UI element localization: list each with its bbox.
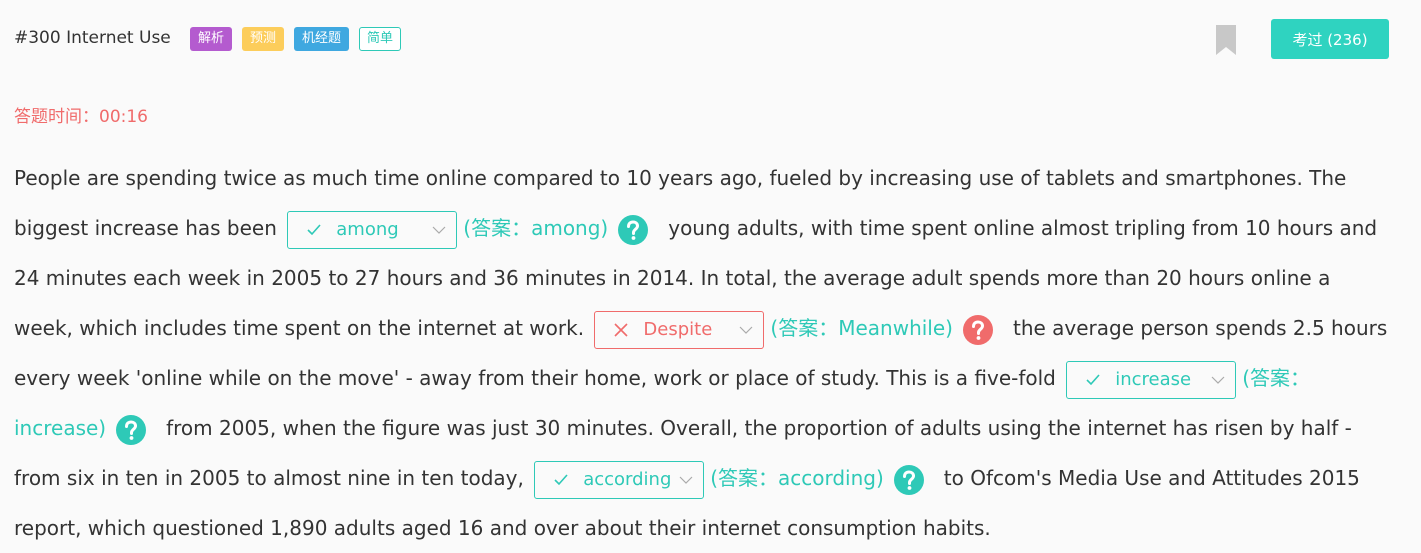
help-icon[interactable] bbox=[893, 464, 924, 495]
answer-label: (答案：Meanwhile) bbox=[770, 316, 953, 340]
answer-dropdown[interactable]: increase bbox=[1066, 360, 1237, 399]
tag[interactable]: 机经题 bbox=[294, 27, 350, 51]
answer-label: (答案：according) bbox=[710, 466, 884, 490]
selected-word: Despite bbox=[643, 318, 713, 340]
answer-label: (答案：increase) bbox=[14, 366, 1311, 440]
tag-list: 解析 预测 机经题 简单 bbox=[190, 27, 402, 51]
check-icon bbox=[1086, 373, 1100, 385]
answer-dropdown[interactable]: according bbox=[534, 460, 705, 499]
chevron-icon bbox=[739, 326, 753, 334]
chevron-icon bbox=[1211, 376, 1225, 384]
selected-word: according bbox=[583, 468, 672, 490]
timer: 答题时间：00:16 bbox=[14, 107, 148, 127]
help-icon[interactable] bbox=[962, 314, 993, 345]
answer-dropdown[interactable]: Despite bbox=[594, 310, 765, 349]
tag[interactable]: 简单 bbox=[359, 27, 402, 51]
selected-word: increase bbox=[1115, 368, 1192, 390]
passage-text: young adults, with time spent online alm… bbox=[14, 216, 1378, 340]
check-icon bbox=[307, 223, 321, 235]
chevron-icon bbox=[432, 226, 446, 234]
passage: People are spending twice as much time o… bbox=[14, 153, 1394, 553]
selected-word: among bbox=[336, 218, 399, 240]
passed-button[interactable]: 考过 (236) bbox=[1271, 19, 1389, 59]
passage-text: to Ofcom's Media Use and Attitudes 2015 … bbox=[14, 466, 1360, 540]
answer-dropdown[interactable]: among bbox=[287, 210, 458, 249]
answer-label: (答案：among) bbox=[463, 216, 609, 240]
help-icon[interactable] bbox=[116, 414, 147, 445]
cross-icon bbox=[614, 322, 628, 337]
tag[interactable]: 解析 bbox=[190, 27, 233, 51]
bookmark-icon[interactable] bbox=[1216, 25, 1236, 55]
passage-text: the average person spends 2.5 hours ever… bbox=[14, 316, 1388, 390]
tag[interactable]: 预测 bbox=[242, 27, 285, 51]
chevron-icon bbox=[679, 476, 693, 484]
help-icon[interactable] bbox=[618, 214, 649, 245]
passage-text: from 2005, when the figure was just 30 m… bbox=[14, 416, 1352, 490]
check-icon bbox=[554, 473, 568, 485]
title: #300 Internet Use bbox=[14, 28, 171, 48]
passage-text: People are spending twice as much time o… bbox=[14, 166, 1347, 240]
